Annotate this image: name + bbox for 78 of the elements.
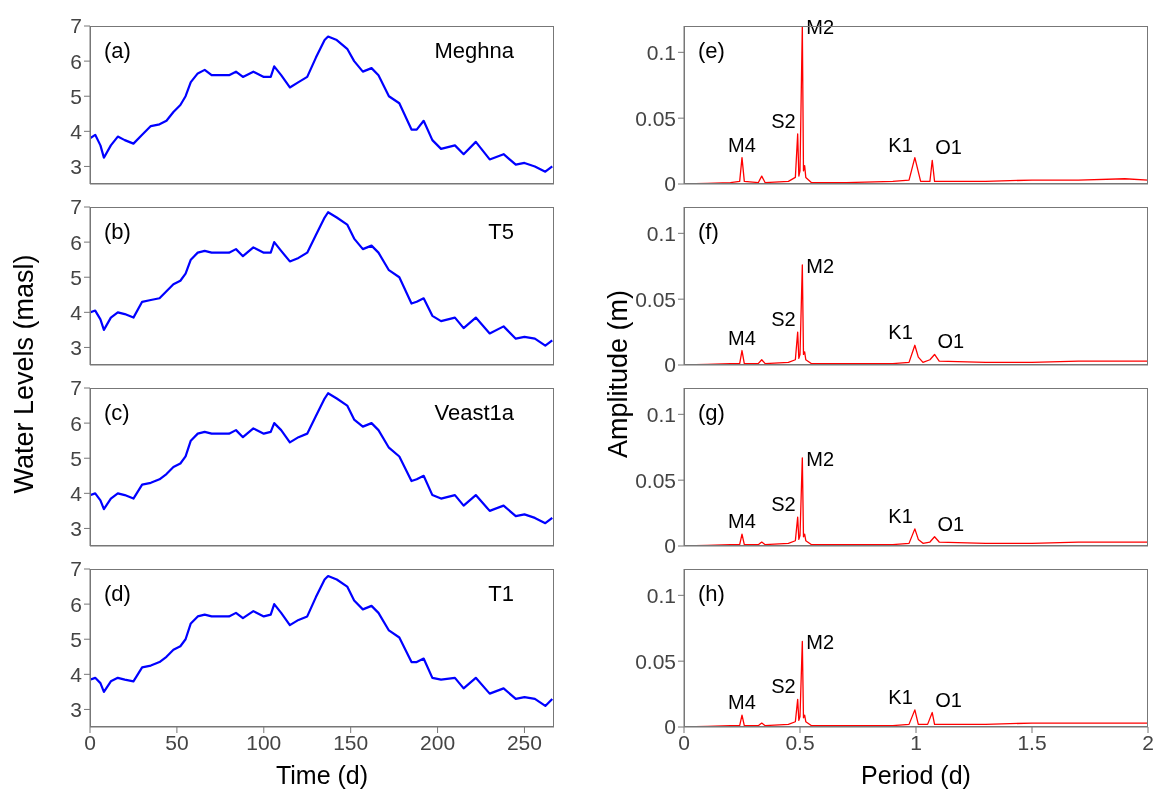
y-tick-label: 7: [70, 557, 82, 581]
annotation: S2: [771, 109, 796, 132]
annotation: (c): [104, 400, 130, 426]
y-tick-label: 0: [664, 172, 676, 196]
annotation: K1: [888, 321, 913, 344]
annotation: M2: [806, 254, 835, 277]
x-axis-title: Period (d): [861, 761, 971, 789]
y-tick-label: 0.1: [646, 583, 676, 607]
x-tick-label: 2: [1142, 730, 1154, 754]
y-tick-label: 5: [70, 84, 82, 108]
y-tick-label: 0.05: [635, 106, 676, 130]
y-tick-label: 4: [70, 662, 83, 686]
y-tick-label: 0.1: [646, 40, 676, 64]
y-tick-label: 4: [70, 300, 83, 324]
annotation: K1: [888, 133, 913, 156]
annotation: (b): [104, 219, 131, 245]
y-tick-label: 7: [70, 195, 82, 219]
annotation: S2: [771, 308, 796, 331]
x-tick-label: 150: [333, 730, 369, 754]
y-tick-label: 3: [70, 154, 82, 178]
y-tick-label: 6: [70, 592, 82, 616]
annotation: O1: [935, 688, 962, 711]
y-tick-label: 0.1: [646, 221, 676, 245]
annotation: S2: [771, 493, 796, 516]
annotation: (e): [698, 38, 725, 64]
y-tick-label: 0: [664, 534, 676, 558]
annotation: O1: [935, 136, 962, 159]
y-axis-title: Amplitude (m): [602, 289, 634, 459]
y-tick-label: 7: [70, 14, 82, 38]
y-tick-label: 3: [70, 335, 82, 359]
x-tick-label: 0.5: [785, 730, 815, 754]
annotation: T5: [488, 219, 514, 245]
y-tick-label: 0: [664, 353, 676, 377]
annotation: (f): [698, 219, 719, 245]
x-tick-label: 1.5: [1017, 730, 1047, 754]
y-tick-label: 5: [70, 446, 82, 470]
annotation: (a): [104, 38, 131, 64]
x-tick-label: 50: [165, 730, 189, 754]
annotation: M2: [806, 447, 835, 470]
annotation: S2: [771, 675, 796, 698]
annotation: M4: [728, 691, 756, 714]
annotation: O1: [937, 330, 965, 353]
annotation: M2: [806, 631, 835, 654]
y-tick-label: 5: [70, 265, 82, 289]
annotation: M4: [728, 510, 756, 533]
y-tick-label: 0: [664, 715, 676, 739]
annotation: M4: [728, 326, 756, 349]
x-tick-label: 200: [420, 730, 456, 754]
y-tick-label: 0.05: [635, 468, 676, 492]
x-tick-label: 1: [910, 730, 922, 754]
annotation: T1: [488, 581, 514, 607]
x-tick-label: 250: [506, 730, 542, 754]
annotation: K1: [888, 504, 913, 527]
x-tick-label: 100: [246, 730, 282, 754]
y-tick-label: 0.05: [635, 649, 676, 673]
annotation: (g): [698, 400, 725, 426]
y-tick-label: 0.1: [646, 402, 676, 426]
annotation: O1: [937, 512, 965, 535]
y-tick-label: 6: [70, 49, 82, 73]
y-tick-label: 4: [70, 119, 83, 143]
annotation: Veast1a: [434, 400, 514, 426]
y-tick-label: 7: [70, 376, 82, 400]
x-axis-title: Time (d): [275, 761, 369, 789]
y-tick-label: 5: [70, 627, 82, 651]
line-series: [90, 574, 554, 708]
annotation: (h): [698, 581, 725, 607]
annotation: (d): [104, 581, 131, 607]
y-tick-label: 3: [70, 697, 82, 721]
annotation: M4: [728, 133, 756, 156]
annotation: Meghna: [434, 38, 514, 64]
y-tick-label: 6: [70, 411, 82, 435]
annotation: K1: [888, 685, 913, 708]
y-axis-title: Water Levels (masl): [8, 254, 40, 494]
y-tick-label: 3: [70, 516, 82, 540]
y-tick-label: 0.05: [635, 287, 676, 311]
line-series: [90, 392, 554, 525]
y-tick-label: 6: [70, 230, 82, 254]
y-tick-label: 4: [70, 481, 83, 505]
